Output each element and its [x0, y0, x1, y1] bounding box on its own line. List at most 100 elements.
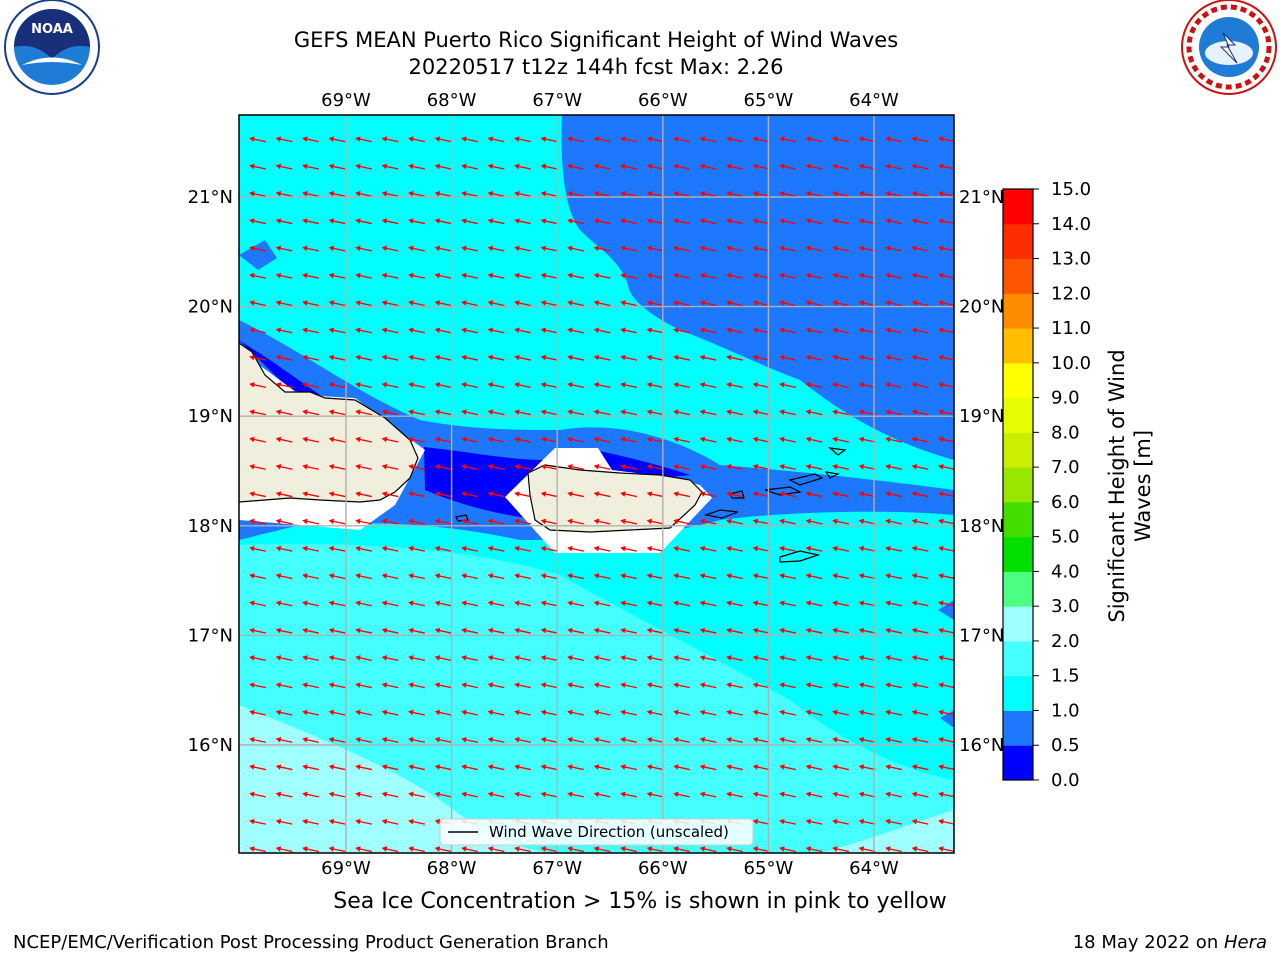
wave-arrow: [593, 218, 611, 225]
wave-arrow: [646, 300, 664, 307]
wave-arrow: [461, 300, 478, 307]
wave-arrow: [858, 709, 876, 716]
wave-arrow: [885, 764, 902, 771]
wave-arrow: [540, 600, 558, 607]
lat-label-right: 16°N: [959, 735, 1004, 756]
wave-arrow: [673, 600, 690, 607]
colorbar-tick-label: 1.0: [1051, 700, 1080, 721]
wave-arrow: [938, 245, 954, 252]
wave-arrow: [620, 791, 637, 798]
wave-arrow: [858, 764, 876, 771]
wave-arrow: [620, 709, 637, 716]
wave-arrow: [275, 491, 293, 498]
wave-arrow: [355, 846, 372, 853]
wave-arrow: [487, 354, 505, 361]
wave-arrow: [461, 627, 478, 634]
nws-logo-label: NATIONAL WEATHER SERVICE: [1229, 45, 1244, 48]
wave-arrow: [275, 245, 293, 252]
wave-arrow: [646, 409, 664, 416]
wave-arrow: [328, 627, 346, 634]
wave-arrow: [408, 300, 425, 307]
wave-arrow: [911, 354, 929, 361]
colorbar-tick-label: 13.0: [1051, 249, 1091, 270]
wave-arrow: [911, 136, 929, 143]
wave-arrow: [328, 682, 346, 689]
wave-arrow: [858, 655, 876, 661]
wave-arrow: [832, 518, 849, 525]
wave-arrow: [434, 327, 452, 334]
wave-arrow: [434, 436, 452, 443]
wave-arrow: [328, 300, 346, 307]
wave-arrow: [779, 245, 796, 252]
wave-arrow: [805, 709, 823, 716]
wave-arrow: [673, 682, 690, 689]
wave-arrow: [434, 409, 452, 416]
wave-arrow: [805, 846, 823, 853]
wave-arrow: [355, 218, 372, 225]
wave-arrow: [938, 300, 954, 307]
wave-arrow: [302, 491, 319, 498]
wave-arrow: [726, 573, 743, 580]
wave-arrow: [540, 436, 558, 443]
wave-arrow: [779, 846, 796, 853]
colorbar-swatch: [1003, 328, 1033, 364]
colorbar-swatch: [1003, 745, 1033, 781]
wave-arrow: [275, 409, 293, 416]
wave-arrow: [805, 409, 823, 416]
wave-arrow: [461, 573, 478, 580]
wave-band-2-0: [239, 705, 560, 853]
wave-arrow: [328, 655, 346, 661]
wave-arrow: [408, 354, 425, 361]
wave-arrow: [408, 327, 425, 334]
wave-arrow: [805, 682, 823, 689]
wave-arrow: [858, 682, 876, 689]
wave-arrow: [832, 218, 849, 225]
wave-arrow: [779, 682, 796, 689]
wave-arrow: [752, 327, 770, 334]
wave-arrow: [938, 627, 954, 634]
wave-arrow: [726, 655, 743, 661]
wave-arrow: [885, 573, 902, 580]
wave-arrow: [540, 300, 558, 307]
wave-arrow: [805, 436, 823, 443]
wave-arrow: [540, 409, 558, 416]
wave-arrow: [302, 737, 319, 743]
wave-arrow: [752, 409, 770, 416]
wave-arrow: [646, 491, 664, 498]
colorbar-swatch: [1003, 640, 1033, 677]
wave-arrow: [328, 600, 346, 607]
wave-arrow: [408, 191, 425, 197]
wave-arrow: [646, 791, 664, 798]
wave-arrow: [699, 464, 717, 470]
wave-arrow: [805, 163, 823, 170]
wave-arrow: [805, 627, 823, 634]
wave-arrow: [593, 163, 611, 170]
wave-arrow: [779, 627, 796, 634]
wave-arrow: [328, 491, 346, 498]
wave-arrow: [938, 518, 954, 525]
wave-arrow: [646, 163, 664, 170]
wave-arrow: [752, 136, 770, 143]
wave-arrow: [381, 846, 399, 853]
wave-arrow: [540, 682, 558, 689]
wave-arrow: [726, 163, 743, 170]
wave-arrow: [938, 218, 954, 225]
wave-arrow: [832, 354, 849, 361]
lat-label-right: 18°N: [959, 516, 1004, 537]
wave-arrow: [885, 682, 902, 689]
wave-arrow: [832, 627, 849, 634]
wave-arrow: [646, 518, 664, 525]
wave-arrow: [779, 655, 796, 661]
wave-arrow: [593, 545, 611, 552]
wave-arrow: [699, 573, 717, 580]
wave-arrow: [779, 191, 796, 197]
wave-arrow: [487, 627, 505, 634]
wave-arrow: [275, 436, 293, 443]
lat-label-right: 20°N: [959, 297, 1004, 318]
wave-arrow: [858, 327, 876, 334]
colorbar-swatch: [1003, 710, 1033, 746]
wave-arrow: [514, 655, 531, 661]
wave-arrow: [328, 764, 346, 771]
wave-arrow: [938, 846, 954, 853]
wave-arrow: [646, 382, 664, 388]
